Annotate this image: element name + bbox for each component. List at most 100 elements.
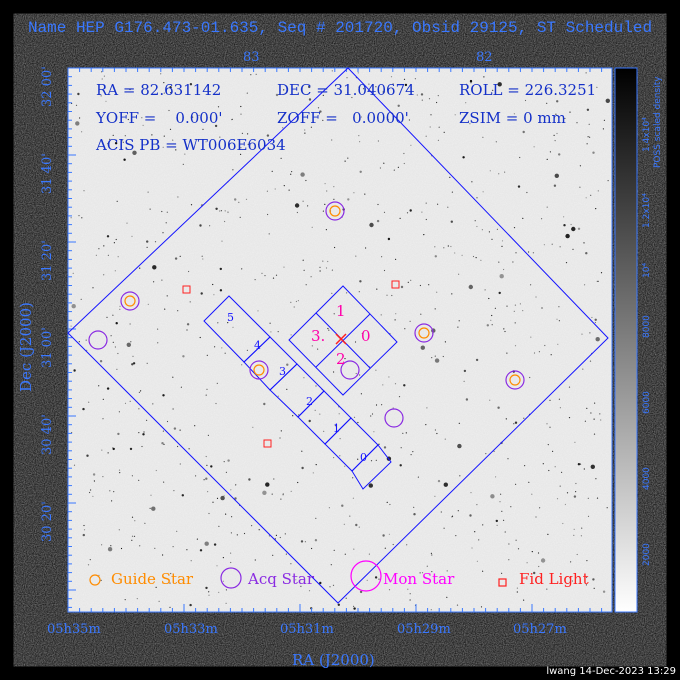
star-dot — [328, 329, 330, 331]
star-dot — [333, 371, 335, 373]
star-dot — [227, 459, 230, 462]
star-dot — [85, 339, 87, 341]
star-dot — [346, 292, 348, 294]
star-dot — [360, 393, 362, 395]
star-dot — [585, 252, 588, 255]
star-dot — [300, 585, 302, 587]
star-dot — [225, 602, 227, 605]
star-dot — [173, 490, 175, 492]
star-dot — [263, 402, 266, 406]
star-dot — [559, 407, 562, 409]
star-dot — [559, 485, 561, 487]
star-dot — [275, 534, 277, 537]
star-dot — [112, 447, 115, 451]
star-dot — [513, 227, 516, 229]
star-dot — [296, 211, 298, 214]
star-dot — [219, 136, 221, 138]
star-dot — [353, 416, 356, 418]
acq-star — [120, 291, 140, 311]
chip-label: 3 — [279, 365, 286, 378]
star-dot — [129, 323, 131, 325]
star-dot — [213, 543, 217, 546]
star-dot — [413, 513, 416, 516]
star-dot — [131, 235, 133, 237]
star-dot — [595, 478, 597, 480]
colorbar — [614, 67, 638, 613]
star-dot — [468, 284, 473, 290]
star-dot — [102, 476, 104, 478]
star-dot — [490, 319, 492, 321]
star-dot — [270, 331, 272, 333]
star-field — [70, 70, 610, 611]
star-dot — [212, 283, 214, 286]
star-dot — [205, 141, 207, 143]
y-axis-tick: 32 00' — [40, 66, 55, 107]
star-dot — [152, 265, 157, 270]
star-dot — [357, 458, 359, 460]
star-dot — [324, 183, 326, 185]
star-dot — [514, 345, 517, 347]
star-dot — [252, 426, 254, 428]
star-dot — [402, 432, 404, 434]
star-dot — [255, 73, 257, 75]
star-dot — [107, 547, 113, 552]
star-dot — [189, 603, 192, 607]
star-dot — [490, 92, 492, 94]
star-dot — [349, 515, 351, 517]
star-dot — [530, 284, 532, 286]
star-dot — [436, 291, 438, 293]
star-dot — [282, 127, 284, 129]
star-dot — [162, 554, 164, 556]
star-dot — [353, 192, 355, 194]
star-dot — [335, 425, 337, 427]
plot-title: Name HEP G176.473-01.635, Seq # 201720, … — [27, 19, 653, 37]
star-dot — [444, 438, 446, 440]
star-dot — [581, 527, 583, 529]
star-dot — [353, 607, 356, 610]
star-dot — [443, 131, 445, 133]
star-dot — [558, 320, 561, 322]
star-dot — [298, 414, 300, 416]
colorbar-tick: 1.4x10⁴ — [642, 117, 652, 152]
star-dot — [106, 235, 110, 238]
star-dot — [541, 218, 543, 220]
star-dot — [397, 166, 399, 168]
star-dot — [294, 203, 300, 208]
star-dot — [203, 479, 205, 481]
star-dot — [554, 466, 556, 468]
star-dot — [190, 560, 192, 562]
star-dot — [214, 346, 216, 348]
star-dot — [216, 382, 218, 384]
star-dot — [576, 122, 578, 124]
star-dot — [461, 254, 463, 256]
star-dot — [155, 586, 157, 589]
star-dot — [354, 341, 357, 343]
star-dot — [130, 341, 132, 343]
star-dot — [490, 494, 495, 499]
star-dot — [513, 113, 516, 115]
star-dot — [243, 532, 246, 535]
star-dot — [220, 495, 225, 501]
star-dot — [590, 412, 592, 414]
star-dot — [152, 403, 154, 405]
star-dot — [531, 493, 533, 495]
star-dot — [600, 419, 602, 421]
star-dot — [200, 292, 203, 295]
star-dot — [369, 222, 374, 228]
guide-star — [124, 295, 136, 307]
star-dot — [368, 115, 370, 117]
star-dot — [326, 190, 328, 192]
dec-readout: DEC = 31.040674 — [277, 81, 415, 99]
star-dot — [365, 247, 367, 249]
fid-light-legend-icon — [498, 578, 507, 587]
star-dot — [139, 545, 141, 547]
star-dot — [556, 318, 558, 320]
yoff-readout: YOFF = 0.000' — [96, 109, 223, 127]
star-dot — [596, 497, 599, 499]
star-dot — [382, 384, 384, 386]
star-dot — [476, 504, 478, 506]
star-dot — [161, 210, 163, 213]
star-dot — [570, 223, 572, 226]
star-dot — [355, 523, 358, 527]
star-dot — [109, 490, 111, 492]
